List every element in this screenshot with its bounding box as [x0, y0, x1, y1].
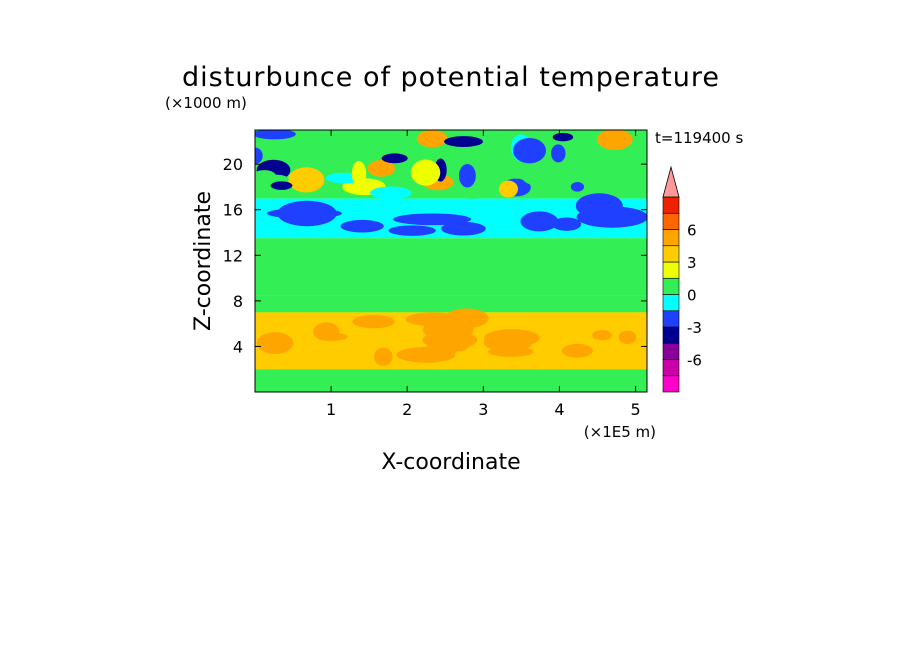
plot-frame	[254, 129, 648, 393]
contour-blobs	[255, 130, 647, 366]
wave-cell	[410, 159, 441, 186]
colorbar-tick-label: -6	[687, 352, 702, 370]
warm-pocket	[483, 332, 533, 352]
wave-cell	[498, 180, 519, 198]
wave-cell	[520, 164, 563, 187]
colorbar-swatch	[662, 294, 680, 312]
x-axis-label: X-coordinate	[381, 450, 520, 475]
warm-pocket	[256, 332, 294, 355]
colorbar-tick-label: 3	[687, 254, 697, 272]
layer-band	[255, 369, 647, 392]
colorbar-swatch	[662, 359, 680, 377]
wave-cell	[270, 181, 293, 190]
x-axis: 1 2 3 4 5	[326, 130, 641, 419]
warm-pocket	[444, 308, 489, 329]
x-tick-label: 2	[402, 400, 412, 419]
colorbar-swatch	[662, 212, 680, 230]
colorbar-swatch	[662, 261, 680, 279]
x-tick-label: 5	[630, 400, 640, 419]
wave-cell	[570, 182, 585, 192]
colorbar-swatch	[662, 245, 680, 263]
y-axis-label: Z-coordinate	[191, 191, 216, 331]
x-unit-label: (×1E5 m)	[584, 423, 656, 441]
y-tick-label: 4	[233, 337, 243, 356]
cool-pocket	[340, 219, 384, 233]
y-tick-label: 20	[223, 155, 243, 174]
colorbar: 6 3 0 -3 -6	[662, 165, 702, 393]
wave-cell	[381, 153, 408, 164]
wave-cell	[596, 130, 633, 150]
colorbar-swatch	[662, 375, 680, 393]
wave-cell	[367, 160, 396, 177]
wave-cell	[255, 147, 263, 164]
cool-pocket	[576, 206, 647, 228]
y-tick-label: 8	[233, 292, 243, 311]
cool-pocket	[551, 217, 582, 231]
colorbar-tick-label: 6	[687, 222, 697, 240]
warm-pocket	[426, 340, 461, 356]
cool-pocket	[277, 200, 337, 227]
warm-pocket	[313, 322, 340, 341]
cool-pocket	[520, 211, 559, 232]
colorbar-swatch	[662, 229, 680, 247]
wave-cell	[458, 164, 476, 188]
colorbar-tick-label: -3	[687, 319, 702, 337]
colorbar-swatch	[662, 342, 680, 360]
layer-band	[255, 238, 647, 296]
colorbar-extend-arrow	[662, 165, 680, 198]
y-tick-label: 12	[223, 246, 243, 265]
wave-cell	[551, 144, 566, 163]
colorbar-swatch	[662, 326, 680, 344]
warm-pocket	[561, 343, 593, 358]
wave-cell	[255, 130, 296, 140]
y-unit-label: (×1000 m)	[165, 94, 247, 112]
x-tick-label: 3	[478, 400, 488, 419]
wave-cell	[351, 160, 367, 187]
x-tick-label: 4	[554, 400, 564, 419]
wave-cell	[416, 130, 448, 148]
warm-pocket	[374, 347, 393, 366]
warm-pocket	[618, 330, 637, 345]
wave-cell	[512, 137, 547, 164]
wave-cell	[370, 186, 412, 200]
warm-pocket	[592, 330, 612, 341]
layer-band	[255, 295, 647, 313]
colorbar-tick-label: 0	[687, 287, 697, 305]
colorbar-swatch	[662, 310, 680, 328]
warm-pocket	[487, 346, 534, 357]
cool-pocket	[393, 213, 472, 226]
cool-pocket	[388, 225, 436, 236]
wave-cell	[287, 167, 325, 193]
warm-pocket	[352, 314, 395, 329]
cool-pocket	[441, 221, 486, 236]
colorbar-swatch	[662, 277, 680, 295]
y-tick-label: 16	[223, 201, 243, 220]
time-label: t=119400 s	[655, 129, 743, 147]
wave-cell	[613, 175, 639, 195]
y-axis: 4 8 12 16 20	[223, 155, 647, 356]
x-tick-label: 1	[326, 400, 336, 419]
chart-title: disturbunce of potential temperature	[182, 62, 720, 93]
wave-cell	[444, 136, 483, 148]
contour-plot-area	[255, 130, 647, 392]
colorbar-swatch	[662, 196, 680, 214]
wave-cell	[552, 132, 574, 142]
